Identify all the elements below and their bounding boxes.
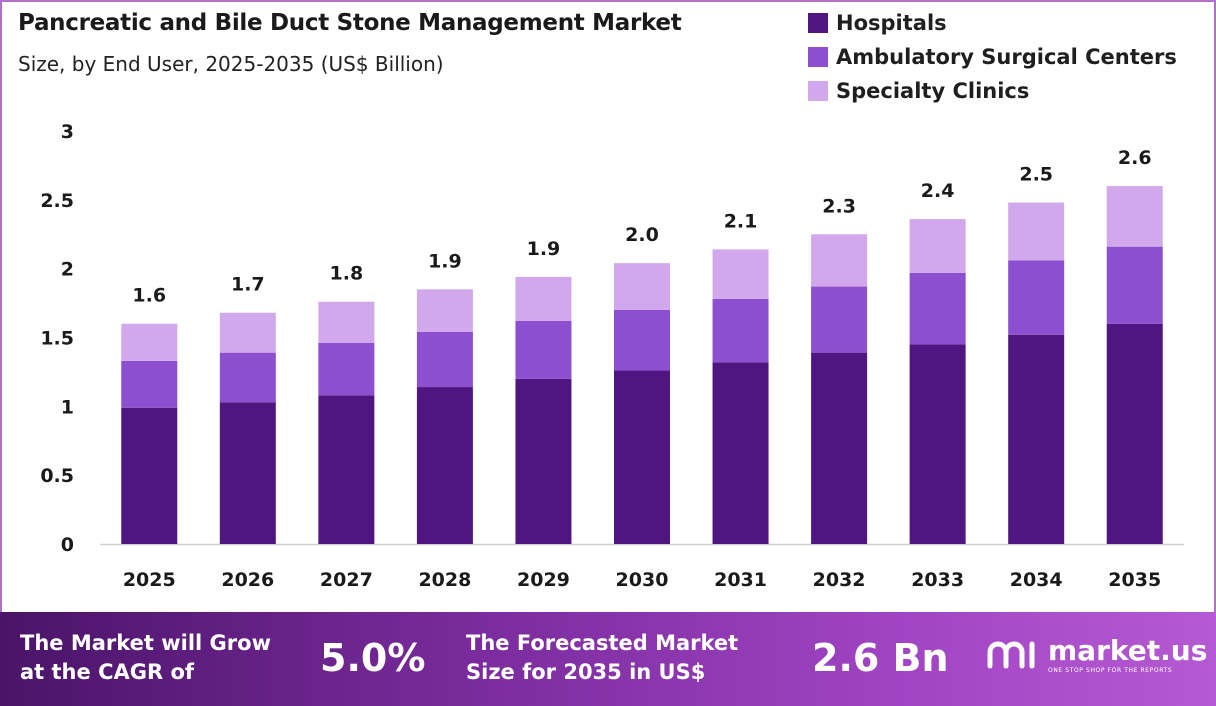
stacked-bar-chart: 0 0.5 1 1.5 2 2.5 3 1.6 2025 1.7 2026 1.8 2027 1.9 202… <box>40 121 1184 591</box>
x-tick-label: 2028 <box>418 569 471 591</box>
bar-segment-hospitals <box>1106 323 1163 544</box>
chart-subtitle: Size, by End User, 2025-2035 (US$ Billio… <box>18 52 444 76</box>
x-tick-label: 2031 <box>714 569 767 591</box>
bar-total-label: 1.6 <box>132 285 166 307</box>
y-tick-label: 0.5 <box>40 465 74 487</box>
legend-item-specialty: Specialty Clinics <box>808 74 1177 108</box>
bar-segment-specialty <box>1008 202 1065 261</box>
bar-segment-hospitals <box>909 344 966 544</box>
bar-segment-specialty <box>515 276 572 321</box>
y-tick-label: 2.5 <box>40 190 74 212</box>
bar-segment-ambulatory <box>1106 246 1163 324</box>
bar-segment-hospitals <box>318 395 375 544</box>
bar-total-label: 2.0 <box>625 224 659 246</box>
x-tick-label: 2025 <box>123 569 176 591</box>
forecast-value: 2.6 Bn <box>812 636 949 680</box>
bar-segment-specialty <box>121 323 178 361</box>
bar-segment-ambulatory <box>219 352 276 403</box>
bar-segment-ambulatory <box>909 272 966 345</box>
bar-segment-ambulatory <box>416 331 473 388</box>
cagr-label-line2: at the CAGR of <box>20 660 195 684</box>
x-tick-label: 2026 <box>221 569 274 591</box>
legend-label-hospitals: Hospitals <box>836 11 947 35</box>
bar-segment-specialty <box>416 289 473 332</box>
forecast-label-line1: The Forecasted Market <box>466 631 739 655</box>
legend: Hospitals Ambulatory Surgical Centers Sp… <box>808 6 1177 108</box>
bar-segment-hospitals <box>811 352 868 544</box>
bar-segment-ambulatory <box>712 298 769 363</box>
bar-segment-hospitals <box>416 387 473 544</box>
legend-item-hospitals: Hospitals <box>808 6 1177 40</box>
x-tick-label: 2035 <box>1108 569 1161 591</box>
bar-total-label: 1.9 <box>527 238 561 260</box>
bar-segment-ambulatory <box>1008 260 1065 335</box>
bar-segment-ambulatory <box>121 360 178 408</box>
cagr-value: 5.0% <box>320 636 426 680</box>
y-tick-label: 3 <box>61 121 74 143</box>
market-us-logo: market.us ONE STOP SHOP FOR THE REPORTS <box>986 636 1207 674</box>
legend-swatch-hospitals <box>808 13 828 33</box>
bar-segment-hospitals <box>219 402 276 544</box>
y-tick-label: 1.5 <box>40 328 74 350</box>
forecast-label: The Forecasted Market Size for 2035 in U… <box>466 629 738 687</box>
x-tick-label: 2030 <box>616 569 669 591</box>
market-us-logo-icon <box>987 641 1035 669</box>
legend-swatch-specialty <box>808 81 828 101</box>
y-tick-label: 2 <box>61 259 74 281</box>
bar-segment-hospitals <box>121 407 178 544</box>
bar-segment-specialty <box>712 249 769 299</box>
bar-segment-ambulatory <box>614 309 670 371</box>
x-tick-label: 2032 <box>813 569 866 591</box>
cagr-label: The Market will Grow at the CAGR of <box>20 629 271 687</box>
bar-total-label: 2.1 <box>724 210 758 232</box>
bar-segment-hospitals <box>712 362 769 544</box>
x-tick-label: 2033 <box>911 569 964 591</box>
bar-segment-specialty <box>811 234 868 287</box>
chart-title: Pancreatic and Bile Duct Stone Managemen… <box>18 10 682 36</box>
footer-banner: The Market will Grow at the CAGR of 5.0%… <box>0 612 1216 706</box>
bar-segment-specialty <box>614 263 670 310</box>
bar-total-label: 2.4 <box>921 180 955 202</box>
y-tick-label: 1 <box>61 396 74 418</box>
bar-segment-ambulatory <box>811 286 868 353</box>
bar-segment-ambulatory <box>318 343 375 396</box>
x-tick-label: 2029 <box>517 569 570 591</box>
legend-item-ambulatory: Ambulatory Surgical Centers <box>808 40 1177 74</box>
legend-swatch-ambulatory <box>808 47 828 67</box>
bar-segment-specialty <box>909 219 966 273</box>
bar-total-label: 1.9 <box>428 250 462 272</box>
bar-segment-specialty <box>219 312 276 353</box>
bar-segment-specialty <box>318 301 375 344</box>
bar-segment-hospitals <box>515 378 572 544</box>
cagr-label-line1: The Market will Grow <box>20 631 271 655</box>
y-tick-label: 0 <box>61 534 74 556</box>
bar-segment-specialty <box>1106 186 1163 247</box>
x-tick-label: 2034 <box>1010 569 1063 591</box>
logo-tagline: ONE STOP SHOP FOR THE REPORTS <box>1048 666 1173 674</box>
bar-total-label: 2.5 <box>1019 164 1053 186</box>
x-tick-label: 2027 <box>320 569 373 591</box>
forecast-label-line2: Size for 2035 in US$ <box>466 660 706 684</box>
bar-total-label: 2.6 <box>1118 147 1152 169</box>
bar-segment-hospitals <box>1008 334 1065 544</box>
legend-label-ambulatory: Ambulatory Surgical Centers <box>836 45 1177 69</box>
legend-label-specialty: Specialty Clinics <box>836 79 1030 103</box>
bar-segment-hospitals <box>614 370 670 544</box>
logo-text: market.us <box>1048 633 1208 667</box>
bar-total-label: 2.3 <box>822 195 856 217</box>
bar-segment-ambulatory <box>515 320 572 379</box>
bar-total-label: 1.7 <box>231 274 265 296</box>
bar-total-label: 1.8 <box>330 263 364 285</box>
